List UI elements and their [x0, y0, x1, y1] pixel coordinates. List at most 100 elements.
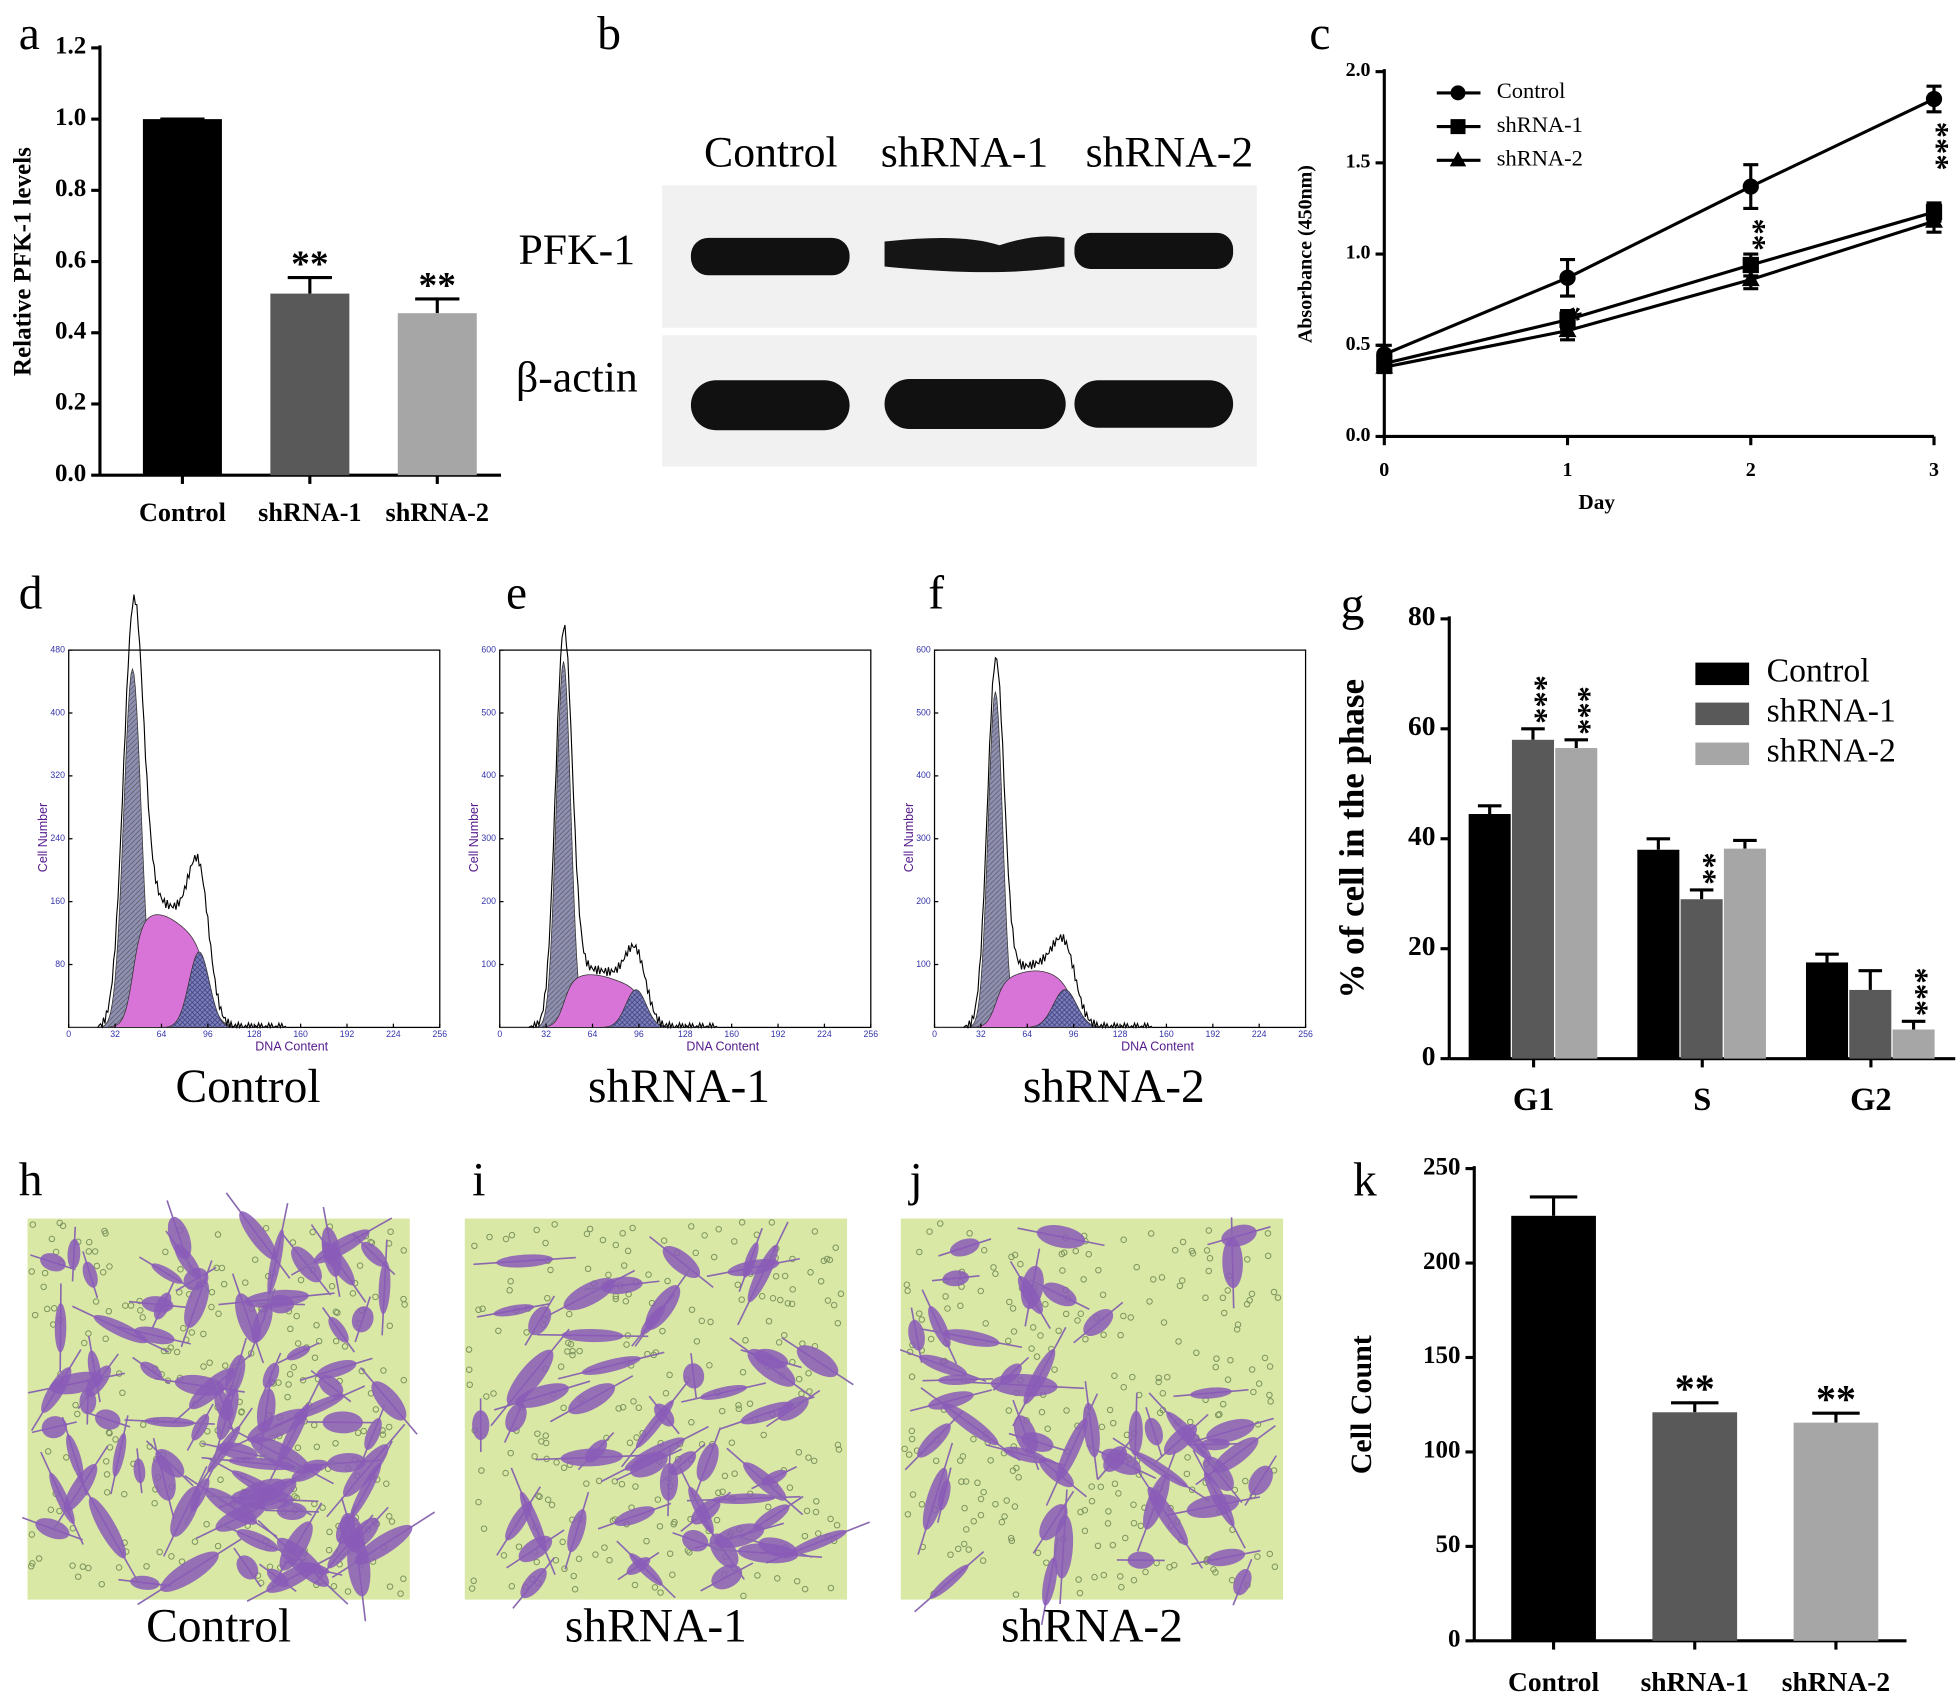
pore — [1219, 1400, 1227, 1408]
y-axis-label: Absorbance (450nm) — [1294, 165, 1316, 343]
pore — [471, 1242, 478, 1250]
pore — [506, 1287, 513, 1294]
panel-caption: Control — [175, 1061, 320, 1113]
cell — [151, 1263, 183, 1284]
pore — [1109, 1541, 1117, 1549]
pore — [742, 1337, 749, 1344]
cell — [266, 1568, 289, 1587]
pore — [586, 1225, 594, 1233]
cell — [322, 1411, 363, 1434]
pore — [372, 1293, 379, 1301]
pore — [1219, 1294, 1227, 1302]
x-tick-label: 1 — [1563, 459, 1573, 481]
pore — [200, 1330, 207, 1338]
pore — [1130, 1501, 1137, 1509]
y-tick-label: 1.0 — [1346, 242, 1371, 264]
pore — [1242, 1477, 1249, 1485]
cell — [1144, 1417, 1163, 1446]
pore — [490, 1390, 497, 1397]
pore — [954, 1545, 962, 1553]
pore — [1072, 1247, 1079, 1255]
pore — [397, 1590, 404, 1597]
pore — [508, 1231, 516, 1239]
cell — [1013, 1415, 1038, 1455]
pore — [987, 1457, 994, 1464]
pore — [385, 1513, 393, 1520]
pore — [291, 1493, 298, 1500]
panel-label: k — [1353, 1155, 1377, 1207]
blot-band — [884, 378, 1066, 429]
y-tick-label: 400 — [50, 707, 65, 717]
cell — [1042, 1282, 1077, 1307]
pore — [1120, 1236, 1127, 1243]
pore — [576, 1347, 583, 1355]
cell — [942, 1329, 1000, 1347]
cell — [257, 1478, 297, 1506]
pore — [908, 1373, 916, 1380]
pore — [643, 1537, 650, 1545]
pore — [214, 1231, 222, 1238]
pore — [1270, 1288, 1278, 1296]
pore — [508, 1583, 516, 1590]
pore — [1216, 1411, 1223, 1418]
y-tick-label: 1.2 — [55, 33, 86, 60]
pore — [927, 1335, 935, 1343]
pore — [1220, 1309, 1228, 1317]
marker — [1925, 211, 1943, 228]
lane-label: shRNA-1 — [881, 129, 1049, 177]
pore — [93, 1262, 101, 1270]
cell — [908, 1319, 925, 1351]
pore — [59, 1222, 67, 1230]
x-tick-label: G2 — [1850, 1082, 1892, 1118]
pore — [623, 1341, 630, 1348]
pore — [1077, 1310, 1085, 1318]
pore — [332, 1440, 339, 1447]
x-tick-label: shRNA-1 — [258, 498, 361, 527]
cell — [1190, 1387, 1232, 1399]
x-tick-label: G1 — [1513, 1082, 1555, 1118]
pore — [835, 1446, 843, 1453]
pore — [1105, 1508, 1112, 1515]
y-tick-label: 480 — [50, 644, 65, 654]
cell — [140, 1361, 163, 1380]
pore — [707, 1318, 714, 1326]
cell — [753, 1504, 790, 1531]
pore — [611, 1478, 619, 1485]
pore — [28, 1268, 35, 1275]
cell — [519, 1491, 547, 1552]
significance: ** — [1735, 218, 1771, 250]
pore — [1127, 1314, 1135, 1321]
pore — [1011, 1503, 1019, 1510]
cell — [267, 1294, 295, 1314]
cell — [1056, 1418, 1088, 1481]
pore — [356, 1262, 364, 1269]
pore — [812, 1508, 820, 1516]
pore — [789, 1286, 796, 1293]
cell — [1128, 1410, 1143, 1456]
pore — [1100, 1331, 1107, 1339]
pore — [1012, 1591, 1020, 1598]
pore — [50, 1305, 58, 1312]
bar — [1652, 1412, 1738, 1641]
pore — [775, 1339, 783, 1346]
pore — [293, 1312, 300, 1320]
pore — [731, 1238, 738, 1245]
legend-label: Control — [1767, 653, 1870, 690]
pore — [85, 1248, 93, 1255]
cell — [301, 1459, 329, 1472]
cell — [130, 1575, 160, 1590]
pore — [1130, 1577, 1138, 1584]
x-tick-label: 0 — [66, 1029, 71, 1039]
pore — [734, 1281, 742, 1288]
cell — [236, 1529, 279, 1552]
pore — [583, 1230, 591, 1238]
legend-swatch — [1695, 662, 1750, 686]
bar — [142, 119, 222, 476]
pore — [1264, 1252, 1272, 1260]
pore — [693, 1338, 701, 1345]
pore — [1121, 1534, 1129, 1542]
pore — [400, 1575, 407, 1583]
legend-swatch — [1695, 742, 1750, 766]
pore — [47, 1506, 55, 1513]
x-tick-label: Control — [139, 498, 226, 527]
